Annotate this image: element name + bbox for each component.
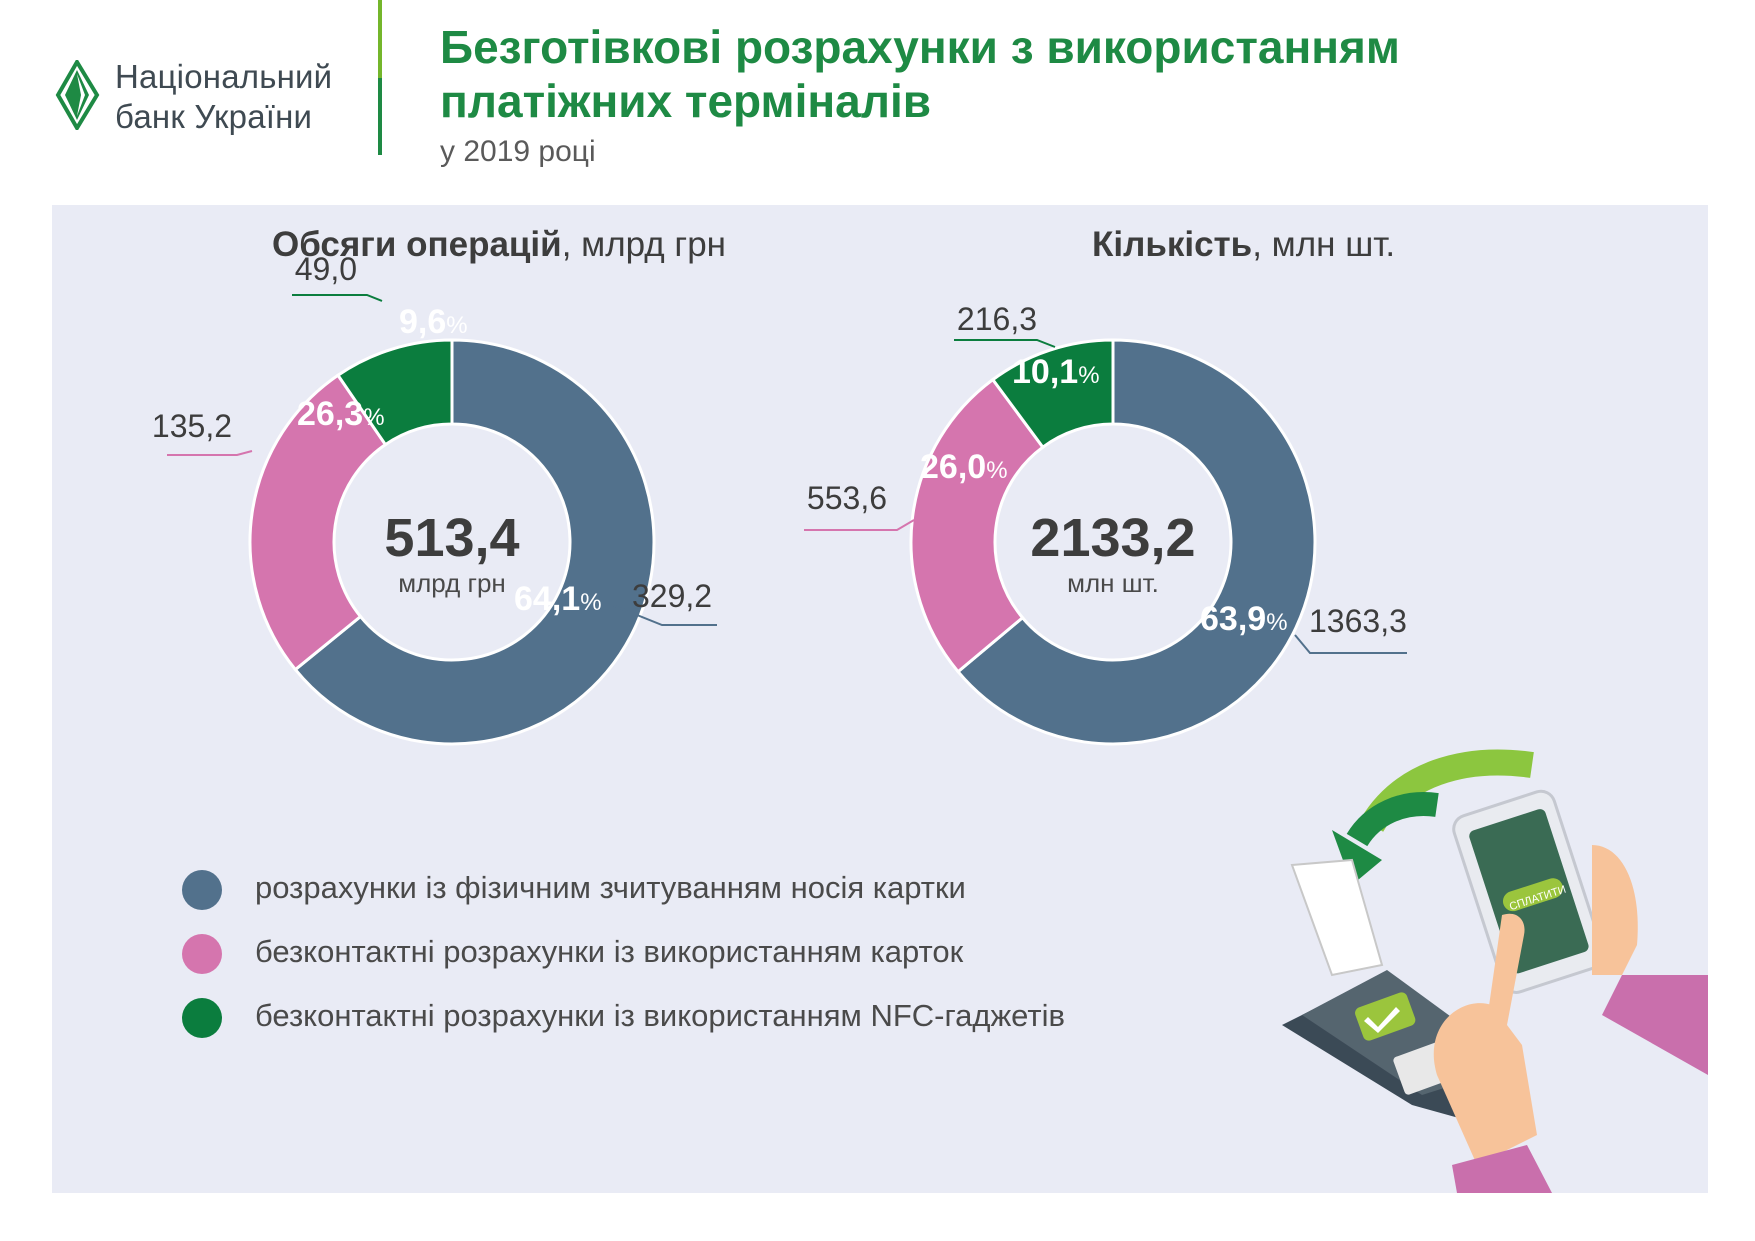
legend-label-physical: розрахунки із фізичним зчитуванням носія… <box>255 870 966 905</box>
legend-dot-physical <box>182 870 222 910</box>
donut1-percent-sign-contactless-card: % <box>986 457 1007 484</box>
donut1-percent-sign-nfc: % <box>1078 362 1099 389</box>
receipt-paper <box>1290 858 1384 977</box>
pointing-finger <box>1487 913 1525 1025</box>
donut1-leader-contactless-card <box>804 519 915 531</box>
chart-panel: Обсяги операцій, млрд грн Кількість, млн… <box>52 205 1708 1193</box>
chart-title-volume: Обсяги операцій, млрд грн <box>272 225 726 265</box>
legend-label-contactless-card: безконтактні розрахунки із використанням… <box>255 934 964 969</box>
donut0-slice-nfc <box>335 338 454 447</box>
hand-holding-phone <box>1592 845 1638 975</box>
title-line1: Безготівкові розрахунки з використанням <box>440 21 1400 73</box>
legend-label-nfc: безконтактні розрахунки із використанням… <box>255 998 1065 1033</box>
donut0-leader-contactless-card <box>167 450 253 456</box>
donut0-slice-contactless-card <box>248 373 388 672</box>
donut1-slice-contactless-card <box>909 377 1045 674</box>
transfer-arrow-dark <box>1346 792 1439 847</box>
donut0-value-physical: 329,2 <box>632 578 712 614</box>
chart-title-volume-unit: , млрд грн <box>561 225 726 264</box>
legend-dot-contactless-card <box>182 934 222 974</box>
donut0-percent-sign-physical: % <box>580 589 601 616</box>
divider-bar-accent <box>378 78 382 155</box>
chart-title-count-bold: Кількість <box>1092 225 1253 264</box>
chart-title-count-unit: , млн шт. <box>1252 225 1396 264</box>
title-line2: платіжних терміналів <box>440 75 931 127</box>
donut1-leader-nfc <box>954 339 1056 348</box>
donut0-percent-contactless-card: 26,3% <box>297 395 385 433</box>
donut1-leader-physical <box>1294 634 1407 654</box>
page-subtitle: у 2019 році <box>440 135 596 168</box>
logo-line1: Національний <box>115 58 333 95</box>
sleeve-right <box>1602 975 1708 1075</box>
donut0-percent-sign-nfc: % <box>446 312 467 339</box>
chart-title-volume-bold: Обсяги операцій <box>272 225 562 264</box>
logo-text: Національний банк України <box>115 57 332 137</box>
donut1-value-physical: 1363,3 <box>1309 603 1407 639</box>
sleeve-left <box>1452 1145 1552 1193</box>
donut1-percent-sign-physical: % <box>1266 609 1287 636</box>
donut0-center-value: 513,4 <box>384 508 519 568</box>
checkmark-icon <box>1364 1007 1400 1033</box>
pay-button <box>1502 878 1563 912</box>
arrow-head-icon <box>1332 830 1382 885</box>
nbu-logo-icon <box>55 60 100 130</box>
chart-title-count: Кількість, млн шт. <box>1092 225 1395 265</box>
donut0-center-unit: млрд грн <box>398 568 506 598</box>
donut0-value-nfc: 49,0 <box>295 251 357 287</box>
donut1-center-unit: млн шт. <box>1067 568 1159 598</box>
donut1-slice-physical <box>955 338 1317 746</box>
donut0-percent-nfc: 9,6% <box>399 303 468 341</box>
divider-bar <box>378 0 382 155</box>
donut0-leader-physical <box>611 604 717 626</box>
donut0-slice-physical <box>293 338 656 746</box>
donut0-leader-nfc <box>292 294 383 302</box>
donut1-center-value: 2133,2 <box>1030 508 1195 568</box>
legend-dot-nfc <box>182 998 222 1038</box>
hand-pointing <box>1433 1003 1537 1165</box>
terminal-screen <box>1355 992 1416 1041</box>
donut0-value-contactless-card: 135,2 <box>152 408 232 444</box>
donut0-percent-sign-contactless-card: % <box>363 404 384 431</box>
donut1-value-contactless-card: 553,6 <box>807 480 887 516</box>
donut1-slice-nfc <box>990 338 1115 450</box>
header: Національний банк України Безготівкові р… <box>0 0 1755 200</box>
pos-terminal-illustration: СПЛАТИТИ <box>1282 749 1708 1193</box>
donut1-value-nfc: 216,3 <box>957 301 1037 337</box>
nbu-logo: Національний банк України <box>55 55 355 145</box>
page-title: Безготівкові розрахунки з використанням … <box>440 20 1400 128</box>
logo-line2: банк України <box>115 98 313 135</box>
